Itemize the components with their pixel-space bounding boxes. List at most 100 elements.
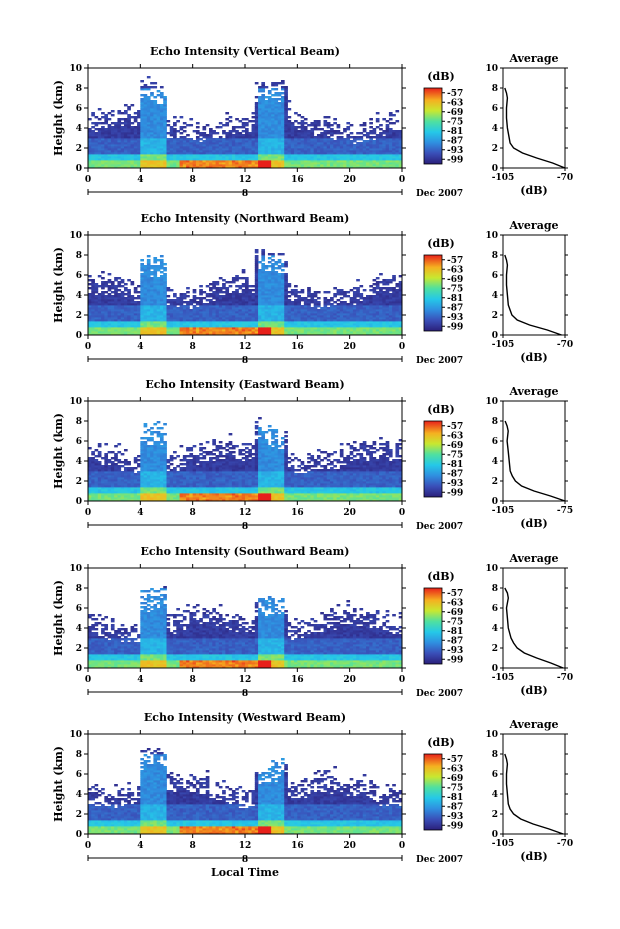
heatmap-cell — [225, 122, 230, 125]
heatmap-cell — [199, 329, 203, 332]
heatmap-cell — [127, 144, 131, 147]
heatmap-cell — [254, 297, 259, 300]
heatmap-cell — [202, 315, 207, 318]
heatmap-cell — [356, 144, 360, 147]
heatmap-cell — [366, 132, 370, 135]
heatmap-cell — [163, 281, 167, 284]
heatmap-cell — [120, 297, 125, 300]
heatmap-cell — [248, 138, 252, 141]
heatmap-cell — [127, 134, 131, 137]
heatmap-cell — [379, 148, 383, 151]
heatmap-cell — [153, 132, 158, 135]
heatmap-cell — [137, 136, 141, 139]
heatmap-cell — [91, 311, 95, 314]
heatmap-cell — [238, 166, 243, 169]
heatmap-cell — [101, 158, 105, 161]
heatmap-cell — [261, 253, 266, 256]
heatmap-cell — [107, 289, 112, 292]
heatmap-cell — [287, 120, 292, 123]
heatmap-cell — [192, 327, 197, 330]
heatmap-cell — [153, 138, 158, 141]
heatmap-cell — [153, 265, 158, 268]
heatmap-cell — [388, 325, 393, 328]
heatmap-cell — [137, 112, 141, 115]
heatmap-cell — [375, 160, 380, 163]
heatmap-cell — [91, 303, 95, 306]
heatmap-cell — [372, 152, 377, 155]
heatmap-cell — [323, 313, 328, 316]
heatmap-cell — [297, 309, 302, 312]
heatmap-cell — [117, 136, 122, 139]
heatmap-cell — [140, 144, 145, 147]
heatmap-cell — [235, 144, 239, 147]
heatmap-cell — [330, 146, 334, 149]
heatmap-cell — [231, 134, 236, 137]
heatmap-cell — [153, 257, 158, 260]
heatmap-cell — [238, 301, 243, 304]
heatmap-cell — [271, 162, 275, 165]
heatmap-cell — [398, 321, 403, 324]
heatmap-cell — [137, 124, 141, 127]
heatmap-cell — [359, 293, 364, 296]
heatmap-cell — [330, 144, 334, 147]
heatmap-cell — [267, 128, 272, 131]
heatmap-cell — [395, 309, 400, 312]
heatmap-cell — [349, 309, 354, 312]
heatmap-cell — [388, 138, 393, 141]
heatmap-cell — [209, 305, 213, 308]
heatmap-cell — [346, 317, 351, 320]
heatmap-cell — [274, 98, 279, 101]
heatmap-cell — [385, 130, 390, 133]
heatmap-cell — [261, 301, 266, 304]
heatmap-cell — [143, 146, 148, 149]
heatmap-cell — [97, 160, 102, 163]
heatmap-cell — [101, 150, 105, 153]
heatmap-cell — [297, 301, 302, 304]
heatmap-cell — [359, 285, 364, 288]
heatmap-cell — [346, 291, 351, 294]
heatmap-cell — [274, 132, 279, 135]
heatmap-cell — [107, 331, 112, 334]
heatmap-cell — [267, 130, 272, 133]
heatmap-cell — [202, 303, 207, 306]
heatmap-cell — [176, 152, 180, 155]
heatmap-cell — [163, 305, 167, 308]
heatmap-cell — [182, 321, 187, 324]
heatmap-cell — [212, 329, 216, 332]
heatmap-cell — [150, 130, 154, 133]
heatmap-cell — [176, 311, 180, 314]
heatmap-cell — [202, 162, 207, 165]
heatmap-cell — [153, 100, 158, 103]
heatmap-cell — [372, 319, 377, 322]
heatmap-cell — [245, 124, 249, 127]
heatmap-cell — [271, 150, 275, 153]
heatmap-cell — [346, 142, 351, 145]
heatmap-cell — [137, 164, 141, 167]
heatmap-cell — [366, 297, 370, 300]
heatmap-cell — [159, 313, 164, 316]
heatmap-cell — [271, 289, 275, 292]
heatmap-cell — [91, 319, 95, 322]
heatmap-cell — [133, 329, 138, 332]
heatmap-cell — [153, 158, 158, 161]
heatmap-cell — [248, 307, 252, 310]
heatmap-cell — [303, 142, 308, 145]
heatmap-cell — [222, 158, 226, 161]
heatmap-cell — [261, 106, 266, 109]
heatmap-cell — [199, 158, 203, 161]
heatmap-cell — [254, 323, 259, 326]
heatmap-cell — [339, 313, 344, 316]
heatmap-cell — [372, 303, 377, 306]
heatmap-cell — [120, 150, 125, 153]
heatmap-cell — [97, 140, 102, 143]
heatmap-cell — [101, 303, 105, 306]
heatmap-cell — [356, 136, 360, 139]
heatmap-cell — [140, 315, 145, 318]
heatmap-cell — [117, 283, 122, 286]
heatmap-cell — [372, 299, 377, 302]
heatmap-cell — [156, 319, 161, 322]
heatmap-cell — [261, 273, 266, 276]
heatmap-cell — [88, 279, 92, 282]
heatmap-cell — [179, 309, 184, 312]
heatmap-cell — [385, 160, 390, 163]
